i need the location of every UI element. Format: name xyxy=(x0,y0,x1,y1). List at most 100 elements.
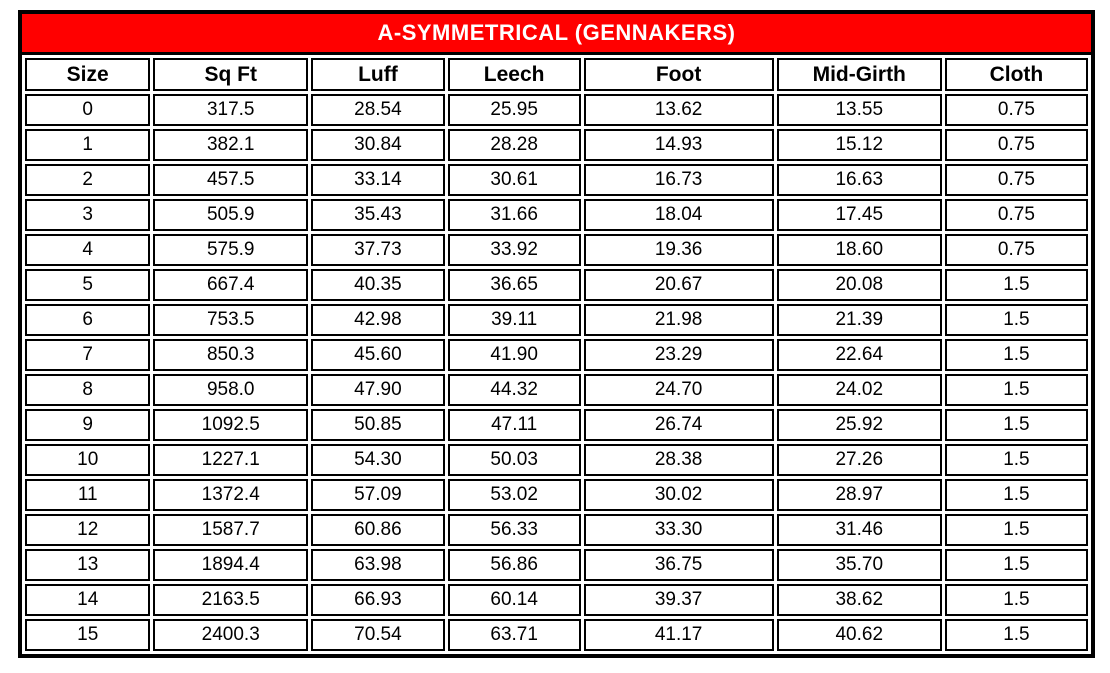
table-cell: 28.28 xyxy=(447,129,581,161)
table-cell: 31.66 xyxy=(447,199,581,231)
table-cell: 1.5 xyxy=(944,479,1088,511)
table-cell: 30.61 xyxy=(447,164,581,196)
table-cell: 13.55 xyxy=(776,94,942,126)
table-cell: 60.86 xyxy=(311,514,445,546)
table-title: A-SYMMETRICAL (GENNAKERS) xyxy=(22,14,1091,55)
table-cell: 45.60 xyxy=(311,339,445,371)
column-header-size: Size xyxy=(25,58,151,91)
column-header-luff: Luff xyxy=(311,58,445,91)
column-header-mid-girth: Mid-Girth xyxy=(776,58,942,91)
table-cell: 1.5 xyxy=(944,584,1088,616)
table-cell: 36.75 xyxy=(583,549,774,581)
table-row: 3 505.9 35.43 31.66 18.04 17.45 0.75 xyxy=(25,199,1088,231)
table-cell: 958.0 xyxy=(153,374,309,406)
table-cell: 5 xyxy=(25,269,151,301)
table-cell: 50.03 xyxy=(447,444,581,476)
table-row: 4 575.9 37.73 33.92 19.36 18.60 0.75 xyxy=(25,234,1088,266)
table-cell: 33.92 xyxy=(447,234,581,266)
table-cell: 3 xyxy=(25,199,151,231)
table-cell: 13 xyxy=(25,549,151,581)
table-cell: 35.70 xyxy=(776,549,942,581)
table-row: 5 667.4 40.35 36.65 20.67 20.08 1.5 xyxy=(25,269,1088,301)
table-cell: 0 xyxy=(25,94,151,126)
table-cell: 21.98 xyxy=(583,304,774,336)
table-cell: 1.5 xyxy=(944,374,1088,406)
table-cell: 41.17 xyxy=(583,619,774,651)
table-cell: 1.5 xyxy=(944,514,1088,546)
table-cell: 2 xyxy=(25,164,151,196)
table-row: 8 958.0 47.90 44.32 24.70 24.02 1.5 xyxy=(25,374,1088,406)
table-cell: 1587.7 xyxy=(153,514,309,546)
table-cell: 14 xyxy=(25,584,151,616)
table-cell: 19.36 xyxy=(583,234,774,266)
table-cell: 24.02 xyxy=(776,374,942,406)
table-cell: 16.73 xyxy=(583,164,774,196)
table-cell: 1.5 xyxy=(944,339,1088,371)
table-cell: 14.93 xyxy=(583,129,774,161)
table-cell: 0.75 xyxy=(944,234,1088,266)
table-cell: 11 xyxy=(25,479,151,511)
table-cell: 575.9 xyxy=(153,234,309,266)
table-cell: 1.5 xyxy=(944,269,1088,301)
table-cell: 850.3 xyxy=(153,339,309,371)
table-cell: 16.63 xyxy=(776,164,942,196)
table-cell: 1894.4 xyxy=(153,549,309,581)
table-row: 1 382.1 30.84 28.28 14.93 15.12 0.75 xyxy=(25,129,1088,161)
table-cell: 15 xyxy=(25,619,151,651)
table-cell: 35.43 xyxy=(311,199,445,231)
table-cell: 25.95 xyxy=(447,94,581,126)
table-cell: 70.54 xyxy=(311,619,445,651)
table-cell: 28.38 xyxy=(583,444,774,476)
table-cell: 1092.5 xyxy=(153,409,309,441)
column-header-foot: Foot xyxy=(583,58,774,91)
table-cell: 2163.5 xyxy=(153,584,309,616)
table-row: 12 1587.7 60.86 56.33 33.30 31.46 1.5 xyxy=(25,514,1088,546)
table-row: 9 1092.5 50.85 47.11 26.74 25.92 1.5 xyxy=(25,409,1088,441)
table-cell: 2400.3 xyxy=(153,619,309,651)
table-cell: 20.67 xyxy=(583,269,774,301)
table-cell: 42.98 xyxy=(311,304,445,336)
table-row: 13 1894.4 63.98 56.86 36.75 35.70 1.5 xyxy=(25,549,1088,581)
table-row: 2 457.5 33.14 30.61 16.73 16.63 0.75 xyxy=(25,164,1088,196)
table-cell: 1.5 xyxy=(944,444,1088,476)
table-cell: 18.04 xyxy=(583,199,774,231)
table-cell: 47.11 xyxy=(447,409,581,441)
table-cell: 317.5 xyxy=(153,94,309,126)
table-cell: 50.85 xyxy=(311,409,445,441)
table-cell: 10 xyxy=(25,444,151,476)
table-cell: 7 xyxy=(25,339,151,371)
table-cell: 0.75 xyxy=(944,199,1088,231)
table-cell: 17.45 xyxy=(776,199,942,231)
table-cell: 1.5 xyxy=(944,409,1088,441)
table-cell: 22.64 xyxy=(776,339,942,371)
table-cell: 1.5 xyxy=(944,304,1088,336)
table-cell: 56.86 xyxy=(447,549,581,581)
table-cell: 30.02 xyxy=(583,479,774,511)
table-cell: 39.11 xyxy=(447,304,581,336)
table-cell: 47.90 xyxy=(311,374,445,406)
table-cell: 6 xyxy=(25,304,151,336)
table-cell: 1227.1 xyxy=(153,444,309,476)
table-cell: 12 xyxy=(25,514,151,546)
table-cell: 667.4 xyxy=(153,269,309,301)
table-cell: 33.14 xyxy=(311,164,445,196)
table-cell: 54.30 xyxy=(311,444,445,476)
table-cell: 0.75 xyxy=(944,94,1088,126)
table-cell: 60.14 xyxy=(447,584,581,616)
table-cell: 8 xyxy=(25,374,151,406)
table-cell: 38.62 xyxy=(776,584,942,616)
table-cell: 44.32 xyxy=(447,374,581,406)
table-cell: 33.30 xyxy=(583,514,774,546)
table-cell: 31.46 xyxy=(776,514,942,546)
column-header-row: Size Sq Ft Luff Leech Foot Mid-Girth Cloth xyxy=(25,58,1088,91)
table-row: 10 1227.1 54.30 50.03 28.38 27.26 1.5 xyxy=(25,444,1088,476)
table-cell: 28.54 xyxy=(311,94,445,126)
table-cell: 21.39 xyxy=(776,304,942,336)
table-cell: 41.90 xyxy=(447,339,581,371)
table-cell: 26.74 xyxy=(583,409,774,441)
table-body: 0 317.5 28.54 25.95 13.62 13.55 0.75 1 382.1 30.8… xyxy=(25,94,1088,651)
table-row: 14 2163.5 66.93 60.14 39.37 38.62 1.5 xyxy=(25,584,1088,616)
column-header-cloth: Cloth xyxy=(944,58,1088,91)
gennaker-spec-table: A-SYMMETRICAL (GENNAKERS) Size Sq Ft Luff L… xyxy=(18,10,1095,658)
